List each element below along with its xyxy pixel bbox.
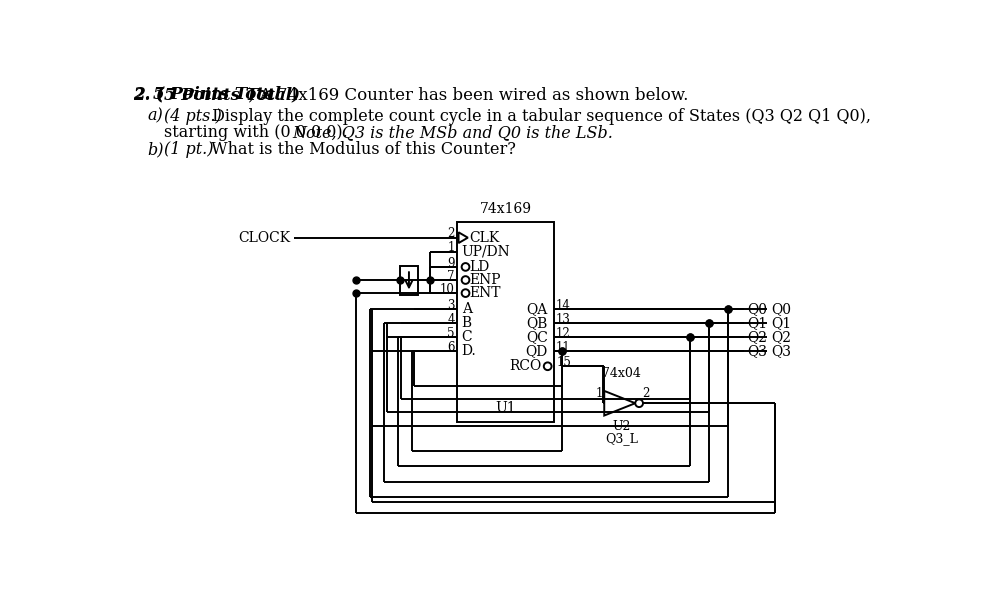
Text: 74x169: 74x169 [479, 202, 532, 216]
Text: (4 pts.): (4 pts.) [164, 108, 222, 124]
Text: ) A 74x169 Counter has been wired as shown below.: ) A 74x169 Counter has been wired as sho… [248, 86, 688, 103]
Text: CLOCK: CLOCK [239, 231, 290, 245]
Text: D.: D. [461, 344, 476, 358]
Text: ENT: ENT [469, 286, 501, 300]
Text: 11: 11 [555, 341, 570, 353]
Text: A: A [461, 302, 471, 316]
Text: 6: 6 [447, 341, 454, 353]
Text: Q1: Q1 [746, 316, 767, 330]
Text: QB: QB [527, 316, 547, 330]
Text: Q0: Q0 [746, 302, 767, 316]
Text: 1: 1 [447, 241, 454, 254]
Text: U1: U1 [495, 401, 516, 415]
Bar [400, 266, 418, 296]
Text: 5 Points Total: 5 Points Total [153, 86, 281, 103]
Text: 2. (5 Points Total): 2. (5 Points Total) [133, 86, 300, 103]
Text: Q0: Q0 [771, 302, 791, 316]
Text: 2. (: 2. ( [133, 86, 164, 103]
Text: B: B [461, 316, 472, 330]
Text: (1 pt.): (1 pt.) [164, 141, 214, 159]
Text: QD: QD [526, 344, 547, 358]
Bar [457, 222, 553, 423]
Text: Q3_L: Q3_L [605, 433, 639, 445]
Text: Display the complete count cycle in a tabular sequence of States (Q3 Q2 Q1 Q0),: Display the complete count cycle in a ta… [208, 108, 871, 124]
Text: a): a) [147, 108, 162, 124]
Text: U2: U2 [613, 420, 631, 433]
Text: 2: 2 [447, 227, 454, 240]
Text: RCO: RCO [509, 359, 542, 373]
Text: Q3: Q3 [746, 344, 767, 358]
Text: starting with (0 0 0 0).: starting with (0 0 0 0). [164, 124, 352, 141]
Text: Q3: Q3 [771, 344, 791, 358]
Text: LD: LD [469, 260, 490, 274]
Text: 4: 4 [447, 313, 454, 326]
Text: Q2: Q2 [771, 330, 791, 344]
Text: ENP: ENP [469, 273, 501, 287]
Text: b): b) [147, 141, 163, 159]
Text: What is the Modulus of this Counter?: What is the Modulus of this Counter? [206, 141, 516, 159]
Text: 74x04: 74x04 [602, 367, 642, 380]
Text: 14: 14 [555, 299, 570, 312]
Text: 1: 1 [595, 388, 603, 400]
Text: 5: 5 [447, 327, 454, 340]
Text: Q2: Q2 [746, 330, 767, 344]
Text: CLK: CLK [469, 231, 500, 245]
Text: QA: QA [527, 302, 547, 316]
Text: 15: 15 [556, 356, 571, 369]
Text: Note, Q3 is the MSb and Q0 is the LSb.: Note, Q3 is the MSb and Q0 is the LSb. [293, 124, 614, 141]
Text: 9: 9 [447, 257, 454, 270]
Text: 12: 12 [555, 327, 570, 340]
Text: 2: 2 [643, 388, 649, 400]
Text: 3: 3 [447, 299, 454, 312]
Text: 10: 10 [440, 282, 454, 296]
Text: 7: 7 [447, 270, 454, 282]
Text: Q1: Q1 [771, 316, 791, 330]
Text: UP/DN: UP/DN [461, 245, 511, 258]
Text: 13: 13 [555, 313, 570, 326]
Text: QC: QC [526, 330, 547, 344]
Text: C: C [461, 330, 472, 344]
